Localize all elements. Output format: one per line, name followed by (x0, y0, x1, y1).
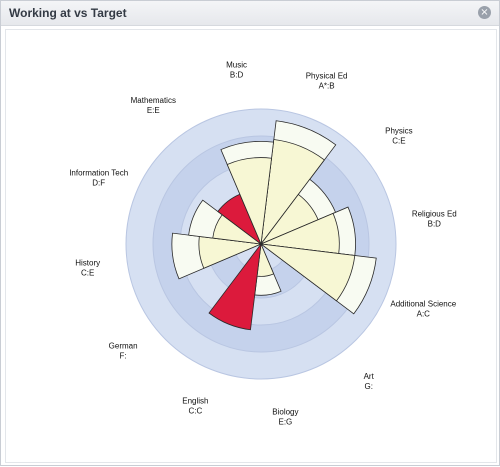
subject-grades: F: (120, 352, 127, 361)
subject-label: English (182, 396, 208, 405)
subject-label: Art (364, 372, 375, 381)
subject-grades: B:D (428, 220, 442, 229)
chart-panel: Physical Ed A*:B Physics C:E Religious Ed B:D… (5, 29, 497, 463)
subject-grades: E:G (279, 417, 293, 426)
subject-label: Religious Ed (412, 210, 457, 219)
subject-grades: A*:B (319, 82, 335, 91)
subject-grades: C:E (81, 268, 94, 277)
grid-ring-border (125, 108, 397, 380)
working-below-wedge (208, 242, 262, 331)
title-bar: Working at vs Target × (1, 1, 499, 26)
subject-label: Physics (385, 126, 413, 135)
subject-grades: B:D (230, 71, 244, 80)
subject-label: Information Tech (69, 168, 128, 177)
window-title: Working at vs Target (9, 6, 127, 20)
subject-grades: D:F (92, 178, 105, 187)
subject-grades: A:C (417, 310, 431, 319)
subject-grades: E:E (147, 106, 160, 115)
working-wedge (260, 139, 325, 246)
subject-label: Music (226, 61, 247, 70)
subject-label: History (75, 258, 100, 267)
subject-grades: G: (364, 382, 372, 391)
subject-label: Physical Ed (306, 72, 348, 81)
subject-label: German (109, 342, 138, 351)
subject-label: Additional Science (390, 300, 456, 309)
close-icon[interactable]: × (478, 6, 491, 19)
subject-label: Mathematics (131, 96, 176, 105)
working-wedge (259, 243, 356, 302)
subject-label: Biology (272, 407, 298, 416)
subject-grades: C:C (189, 406, 203, 415)
working-wedge (226, 157, 272, 246)
subject-grades: C:E (392, 136, 405, 145)
